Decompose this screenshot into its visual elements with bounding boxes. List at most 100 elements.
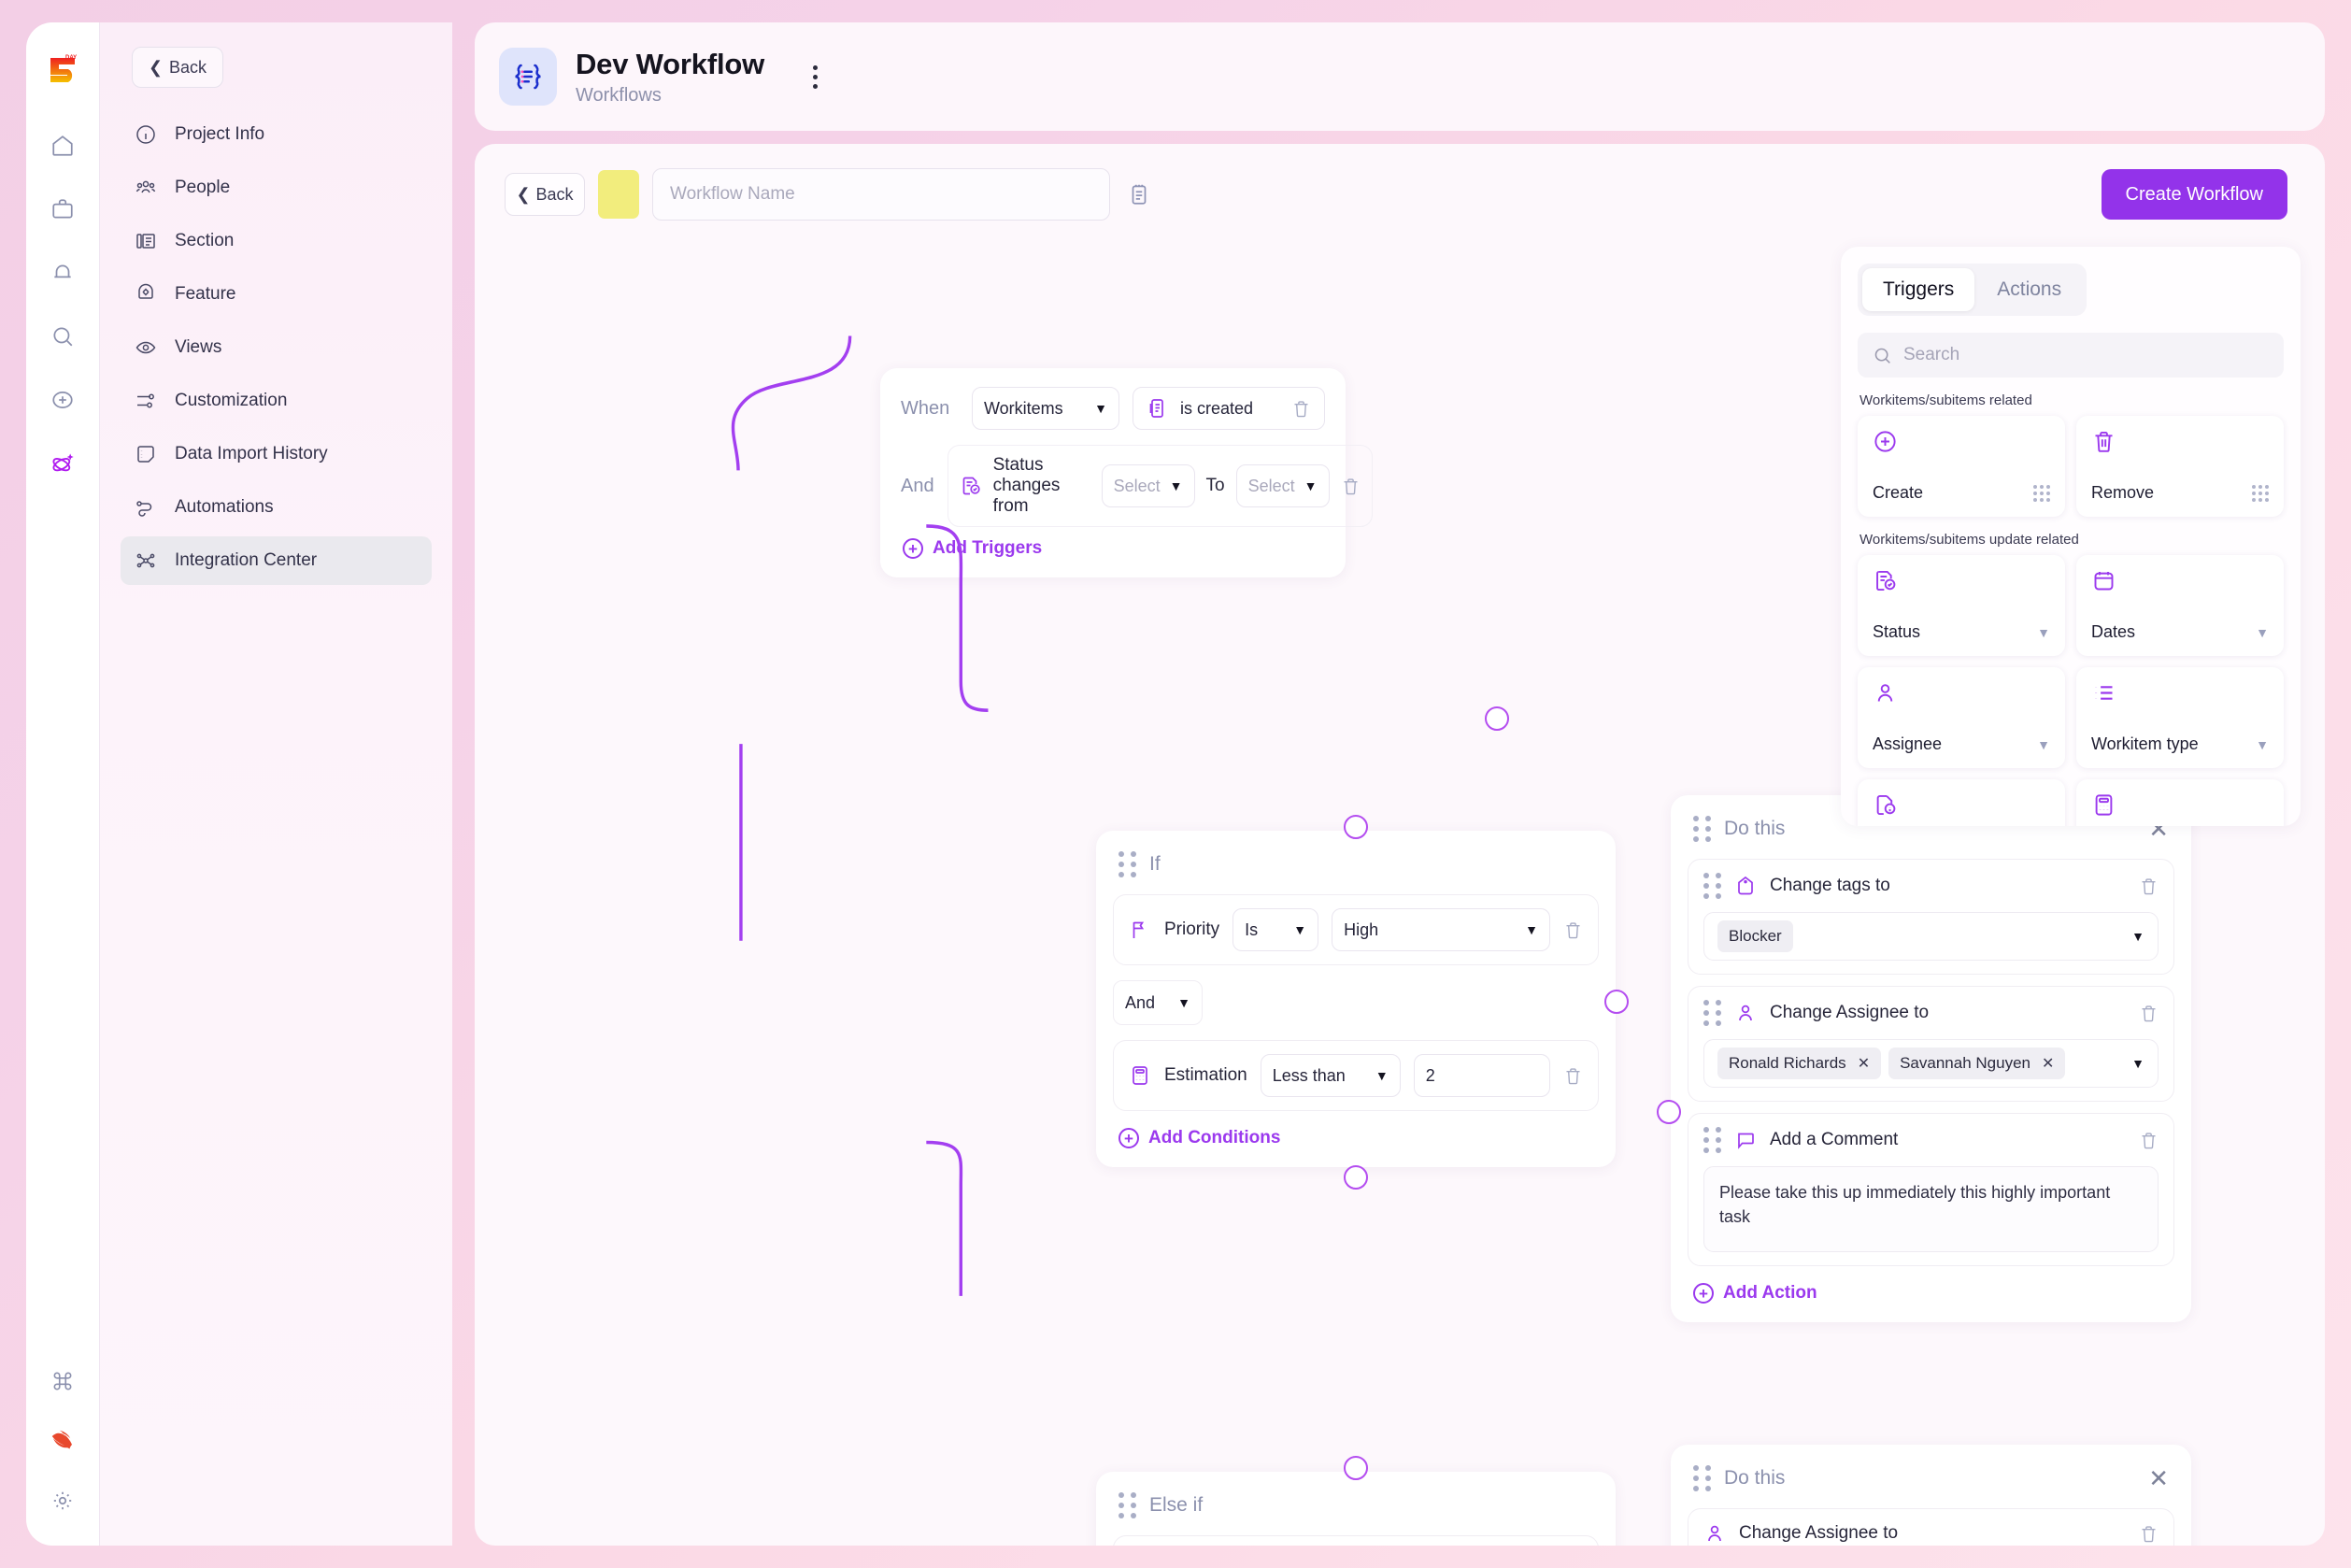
chevron-down-icon[interactable]: ▼ [2037,737,2050,753]
chevron-down-icon: ▼ [1375,1068,1389,1083]
sidebar-item-integration-center[interactable]: Integration Center [121,536,432,585]
comment-textarea[interactable]: Please take this up immediately this hig… [1703,1166,2159,1252]
home-icon[interactable] [42,125,83,166]
if-value-input[interactable]: 2 [1413,1054,1550,1097]
trash-icon[interactable] [1341,477,1361,496]
chevron-down-icon[interactable]: ▼ [2256,625,2269,641]
bell-icon[interactable] [42,252,83,293]
add-action-button[interactable]: + Add Action [1671,1277,2191,1322]
trigger-card-label: Status [1873,622,1921,642]
trigger-card-progress-and-estimations[interactable]: Progress and estimations ▼ [2076,779,2284,826]
trigger-event-select[interactable]: is created [1133,387,1325,430]
drag-handle-icon[interactable] [1119,1492,1136,1518]
trigger-card-create[interactable]: Create [1858,416,2065,517]
drag-dots-icon[interactable] [2252,485,2269,503]
flag-icon [1129,919,1151,941]
panel-search[interactable] [1858,333,2284,378]
connector-dot-if-out-right[interactable] [1604,990,1629,1014]
tag-chip[interactable]: Blocker [1717,920,1793,952]
trash-icon[interactable] [2139,1131,2159,1150]
info-circle-icon [134,122,158,147]
swift-bird-icon[interactable] [42,1420,83,1461]
if-value-select[interactable]: High ▼ [1332,908,1550,951]
trigger-card-workitem-type[interactable]: Workitem type ▼ [2076,667,2284,768]
drag-dots-icon[interactable] [2033,485,2050,503]
sidebar-item-people[interactable]: People [121,164,432,212]
close-icon[interactable]: ✕ [2148,1464,2169,1492]
add-triggers-label: Add Triggers [933,538,1043,558]
status-to-select[interactable]: Select ▼ [1235,464,1330,507]
search-icon[interactable] [42,316,83,357]
if-value-text: 2 [1425,1065,1435,1085]
chevron-down-icon: ▼ [1169,478,1183,493]
sidebar-item-project-info[interactable]: Project Info [121,110,432,159]
drag-handle-icon[interactable] [1703,1000,1721,1026]
search-input[interactable] [1903,345,2269,365]
connector-dot-if-in[interactable] [1344,815,1368,839]
assignee-combobox[interactable]: Ronald Richards ✕ Savannah Nguyen ✕ ▼ [1703,1039,2159,1088]
drag-handle-icon[interactable] [1693,816,1711,842]
notepad-icon[interactable] [1127,182,1151,207]
tab-actions[interactable]: Actions [1997,278,2062,300]
drag-handle-icon[interactable] [1693,1465,1711,1491]
chevron-down-icon[interactable]: ▼ [2256,737,2269,753]
gear-icon[interactable] [42,1480,83,1521]
drag-handle-icon[interactable] [1119,851,1136,877]
trigger-card-status[interactable]: Status ▼ [1858,555,2065,656]
trash-icon[interactable] [2139,877,2159,896]
integrations-sparkle-icon[interactable] [42,443,83,484]
sidebar-item-section[interactable]: Section [121,217,432,265]
trigger-entity-select[interactable]: Workitems ▼ [972,387,1119,430]
add-triggers-button[interactable]: + Add Triggers [880,527,1346,577]
sidebar-item-feature[interactable]: Feature [121,270,432,319]
add-conditions-button[interactable]: + Add Conditions [1096,1122,1616,1167]
kebab-menu-icon[interactable] [805,58,825,96]
if-operator-select[interactable]: Is ▼ [1232,908,1319,951]
5day-logo[interactable]: DAY [43,50,82,90]
action-change-tags: Change tags to Blocker ▼ [1688,859,2174,975]
connector-dot-do1-in[interactable] [1657,1100,1681,1124]
connector-dot-if-out-bottom[interactable] [1344,1165,1368,1190]
trigger-card-dates[interactable]: Dates ▼ [2076,555,2284,656]
chevron-down-icon[interactable]: ▼ [2037,625,2050,641]
board-back-button[interactable]: ❮ Back [505,173,585,216]
sidebar-item-customization[interactable]: Customization [121,377,432,425]
trigger-card-label: Assignee [1873,734,1943,754]
drag-handle-icon[interactable] [1703,873,1721,899]
if-joiner-select[interactable]: And ▼ [1113,980,1203,1025]
sidebar-item-data-import-history[interactable]: Data Import History [121,430,432,478]
trash-icon[interactable] [2139,1524,2159,1544]
trash-icon[interactable] [1563,920,1583,940]
plus-circle-icon[interactable] [42,379,83,421]
color-swatch-button[interactable] [598,170,639,219]
status-from-select[interactable]: Select ▼ [1101,464,1195,507]
trigger-card-sections-and-projects[interactable]: Sections and projects ▼ [1858,779,2065,826]
workflow-board: ❮ Back Create Workflow [475,144,2325,1546]
assignee-chip[interactable]: Ronald Richards ✕ [1717,1048,1882,1079]
trash-icon[interactable] [1291,399,1311,419]
remove-chip-icon[interactable]: ✕ [1857,1056,1871,1072]
command-icon[interactable] [42,1361,83,1402]
do-this-title: Do this [1724,818,1786,839]
sidebar-item-automations[interactable]: Automations [121,483,432,532]
tags-combobox[interactable]: Blocker ▼ [1703,912,2159,961]
tab-triggers[interactable]: Triggers [1862,268,1975,311]
sidebar-item-views[interactable]: Views [121,323,432,372]
trigger-card-remove[interactable]: Remove [2076,416,2284,517]
briefcase-icon[interactable] [42,189,83,230]
trash-icon[interactable] [2139,1004,2159,1023]
workflow-icon [499,48,557,106]
trigger-card-assignee[interactable]: Assignee ▼ [1858,667,2065,768]
workflow-name-input[interactable] [652,168,1110,221]
sidebar-back-button[interactable]: ❮ Back [132,47,223,88]
sidebar-item-label: People [175,178,231,197]
if-operator-select[interactable]: Less than ▼ [1260,1054,1401,1097]
connector-dot-elseif-in[interactable] [1344,1456,1368,1480]
chip-label: Blocker [1729,927,1782,945]
remove-chip-icon[interactable]: ✕ [2041,1056,2055,1072]
trash-icon[interactable] [1563,1066,1583,1086]
connector-dot-trigger-out[interactable] [1485,706,1509,731]
drag-handle-icon[interactable] [1703,1127,1721,1153]
create-workflow-button[interactable]: Create Workflow [2101,169,2287,220]
assignee-chip[interactable]: Savannah Nguyen ✕ [1888,1048,2066,1079]
